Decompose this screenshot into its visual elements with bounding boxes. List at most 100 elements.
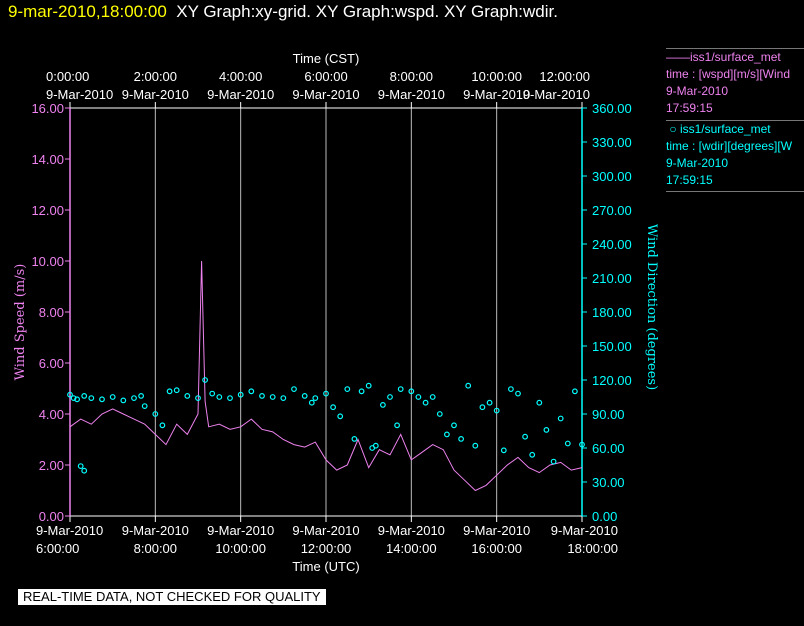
wind-speed-series xyxy=(69,260,583,492)
top-tick-label-time: 10:00:00 xyxy=(471,69,522,84)
right-tick-label: 240.00 xyxy=(592,237,632,252)
wind-direction-series xyxy=(67,377,585,474)
bottom-tick-label-date: 9-Mar-2010 xyxy=(378,523,445,538)
right-tick-label: 270.00 xyxy=(592,203,632,218)
wind-direction-point xyxy=(209,390,216,397)
wind-direction-point xyxy=(67,391,73,398)
legend-wind-direction: ○ iss1/surface_met time : [wdir][degrees… xyxy=(666,120,804,192)
left-axis-title: Wind Speed (m/s) xyxy=(13,264,28,381)
wind-direction-point xyxy=(344,386,351,393)
circle-symbol-icon: ○ xyxy=(669,122,677,136)
legend-wdir-source: ○ iss1/surface_met xyxy=(669,122,771,136)
left-tick-label: 12.00 xyxy=(31,203,64,218)
wind-direction-point xyxy=(312,395,319,402)
legend-wdir-variable: time : [wdir][degrees][W xyxy=(666,139,793,153)
top-tick-label-date: 9-Mar-2010 xyxy=(463,87,530,102)
wind-direction-point xyxy=(564,440,571,447)
bottom-tick-label-time: 14:00:00 xyxy=(386,541,437,556)
legend-wspd-time: 17:59:15 xyxy=(666,101,713,115)
left-tick-label: 10.00 xyxy=(31,254,64,269)
top-tick-label-time: 12:00:00 xyxy=(539,69,590,84)
right-axis-title: Wind Direction (degrees) xyxy=(644,224,659,390)
wind-direction-point xyxy=(557,415,564,422)
top-tick-label-date: 9-Mar-2010 xyxy=(122,87,189,102)
wind-direction-point xyxy=(444,431,450,438)
bottom-tick-label-time: 6:00:00 xyxy=(36,541,79,556)
wind-direction-point xyxy=(216,394,223,400)
wind-direction-point xyxy=(77,463,84,470)
wind-direction-point xyxy=(99,396,105,403)
wind-speed-line xyxy=(69,260,583,492)
legend-wspd-date: 9-Mar-2010 xyxy=(666,84,729,98)
right-tick-label: 180.00 xyxy=(592,305,632,320)
wind-direction-point xyxy=(291,386,297,393)
top-tick-label-time: 8:00:00 xyxy=(390,69,433,84)
wind-direction-point xyxy=(120,397,127,404)
wind-direction-point xyxy=(173,387,180,394)
wind-direction-point xyxy=(202,377,209,383)
left-tick-label: 6.00 xyxy=(39,356,64,371)
wind-direction-point xyxy=(436,411,443,417)
wind-direction-point xyxy=(372,442,379,449)
left-tick-label: 0.00 xyxy=(39,509,64,524)
wind-direction-point xyxy=(479,404,486,411)
wind-direction-point xyxy=(500,447,507,454)
right-tick-label: 0.00 xyxy=(592,509,617,524)
top-tick-label-date: 9-Mar-2010 xyxy=(378,87,445,102)
wind-direction-point xyxy=(70,395,77,402)
left-tick-label: 16.00 xyxy=(31,101,64,116)
wind-direction-point xyxy=(465,382,472,389)
left-tick-label: 2.00 xyxy=(39,458,64,473)
wind-direction-point xyxy=(81,393,88,399)
right-tick-label: 60.00 xyxy=(592,441,625,456)
wind-direction-point xyxy=(227,395,233,402)
wind-direction-point xyxy=(152,411,159,417)
legend-wdir-date: 9-Mar-2010 xyxy=(666,156,729,170)
wind-direction-point xyxy=(74,396,80,403)
axes xyxy=(65,102,587,522)
wind-direction-point xyxy=(81,467,88,474)
bottom-tick-label-time: 18:00:00 xyxy=(567,541,618,556)
wind-direction-point xyxy=(394,422,401,429)
wind-direction-point xyxy=(280,395,287,402)
bottom-tick-label-date: 9-Mar-2010 xyxy=(207,523,274,538)
legend-wspd-variable: time : [wspd][m/s][Wind xyxy=(666,67,791,81)
left-tick-label: 14.00 xyxy=(31,152,64,167)
bottom-tick-label-time: 10:00:00 xyxy=(215,541,266,556)
title-timestamp: 9-mar-2010,18:00:00 xyxy=(8,2,167,21)
wind-direction-point xyxy=(141,403,148,410)
left-tick-label: 8.00 xyxy=(39,305,64,320)
wind-direction-point xyxy=(358,388,365,395)
wind-direction-point xyxy=(138,393,145,399)
right-tick-label: 300.00 xyxy=(592,169,632,184)
bottom-tick-label-date: 9-Mar-2010 xyxy=(292,523,359,538)
top-tick-label-date: 9-Mar-2010 xyxy=(46,87,113,102)
quality-warning: REAL-TIME DATA, NOT CHECKED FOR QUALITY xyxy=(18,589,326,605)
bottom-tick-label-date: 9-Mar-2010 xyxy=(463,523,530,538)
bottom-tick-label-date: 9-Mar-2010 xyxy=(36,523,103,538)
wind-direction-point xyxy=(451,422,457,429)
grid-lines xyxy=(154,108,498,516)
wind-direction-point xyxy=(536,399,543,406)
right-tick-label: 330.00 xyxy=(592,135,632,150)
right-tick-label: 150.00 xyxy=(592,339,632,354)
wind-direction-point xyxy=(415,394,422,400)
wind-direction-point xyxy=(308,399,315,406)
wind-direction-point xyxy=(572,388,578,395)
legend-wspd-source: ——iss1/surface_met xyxy=(666,50,781,64)
right-tick-label: 360.00 xyxy=(592,101,632,116)
top-tick-label-time: 4:00:00 xyxy=(219,69,262,84)
wind-direction-point xyxy=(429,394,436,400)
wind-direction-point xyxy=(184,393,191,399)
bottom-tick-label-date: 9-Mar-2010 xyxy=(551,523,618,538)
wind-direction-point xyxy=(195,395,201,402)
wind-direction-point xyxy=(493,407,500,414)
left-tick-label: 4.00 xyxy=(39,407,64,422)
wind-direction-point xyxy=(259,393,265,399)
wind-direction-point xyxy=(486,399,493,406)
wind-direction-point xyxy=(579,441,585,448)
wind-direction-point xyxy=(365,382,372,389)
top-tick-label-time: 0:00:00 xyxy=(46,69,89,84)
wind-direction-point xyxy=(380,402,386,408)
